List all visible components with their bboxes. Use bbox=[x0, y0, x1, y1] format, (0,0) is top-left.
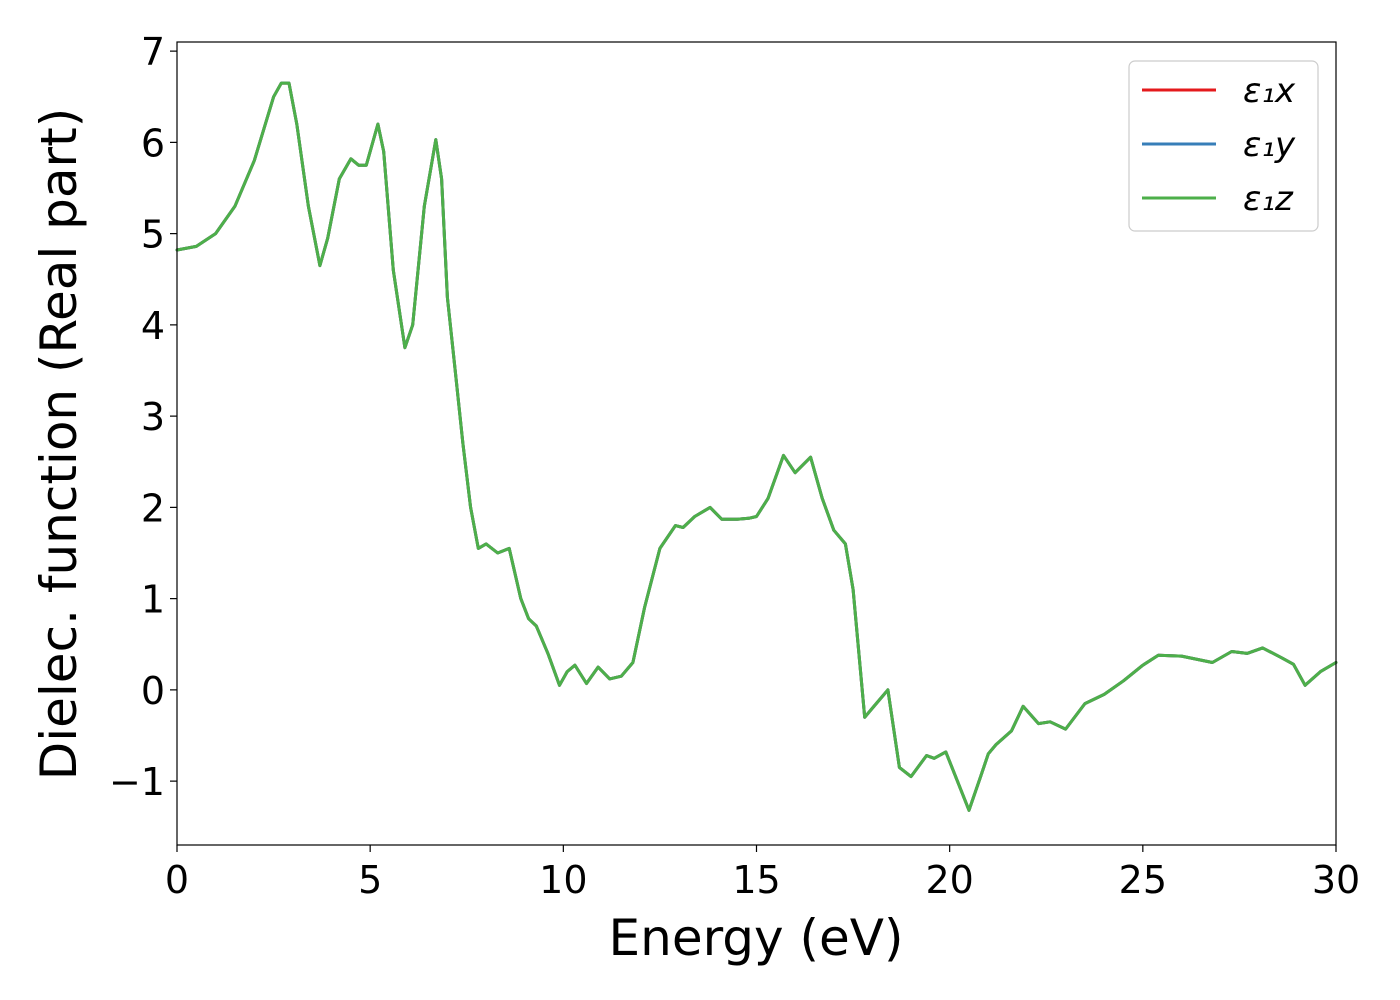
legend-label: ε₁y bbox=[1243, 125, 1296, 165]
y-tick-label: 7 bbox=[141, 30, 165, 74]
y-tick-label: 1 bbox=[141, 578, 165, 622]
y-tick-label: 2 bbox=[141, 486, 165, 530]
x-tick-label: 30 bbox=[1312, 858, 1360, 902]
y-tick-label: 3 bbox=[141, 395, 165, 439]
series-line-3 bbox=[175, 81, 1338, 812]
legend-frame bbox=[1128, 60, 1319, 232]
x-tick-label: 25 bbox=[1119, 858, 1167, 902]
x-tick-label: 10 bbox=[539, 858, 587, 902]
series-layer bbox=[175, 81, 1338, 812]
legend-label: ε₁x bbox=[1243, 71, 1296, 111]
legend-label: ε₁z bbox=[1243, 179, 1294, 219]
y-tick-label: 4 bbox=[141, 304, 165, 348]
x-axis: 0 5 10 15 20 25 30 bbox=[165, 845, 1360, 902]
x-tick-label: 15 bbox=[732, 858, 780, 902]
y-tick-label: 0 bbox=[141, 669, 165, 713]
y-axis: −1 0 1 2 3 4 5 6 7 bbox=[109, 30, 177, 804]
y-tick-label: −1 bbox=[109, 760, 165, 804]
y-tick-label: 5 bbox=[141, 213, 165, 257]
legend-entries: ε₁x ε₁y ε₁z bbox=[1142, 71, 1296, 219]
x-tick-label: 0 bbox=[165, 858, 189, 902]
legend: ε₁x ε₁y ε₁z bbox=[1128, 60, 1319, 232]
x-axis-label: Energy (eV) bbox=[609, 909, 904, 967]
y-tick-label: 6 bbox=[141, 121, 165, 165]
y-axis-label: Dielec. function (Real part) bbox=[30, 108, 88, 780]
x-tick-label: 20 bbox=[925, 858, 973, 902]
x-tick-label: 5 bbox=[358, 858, 382, 902]
